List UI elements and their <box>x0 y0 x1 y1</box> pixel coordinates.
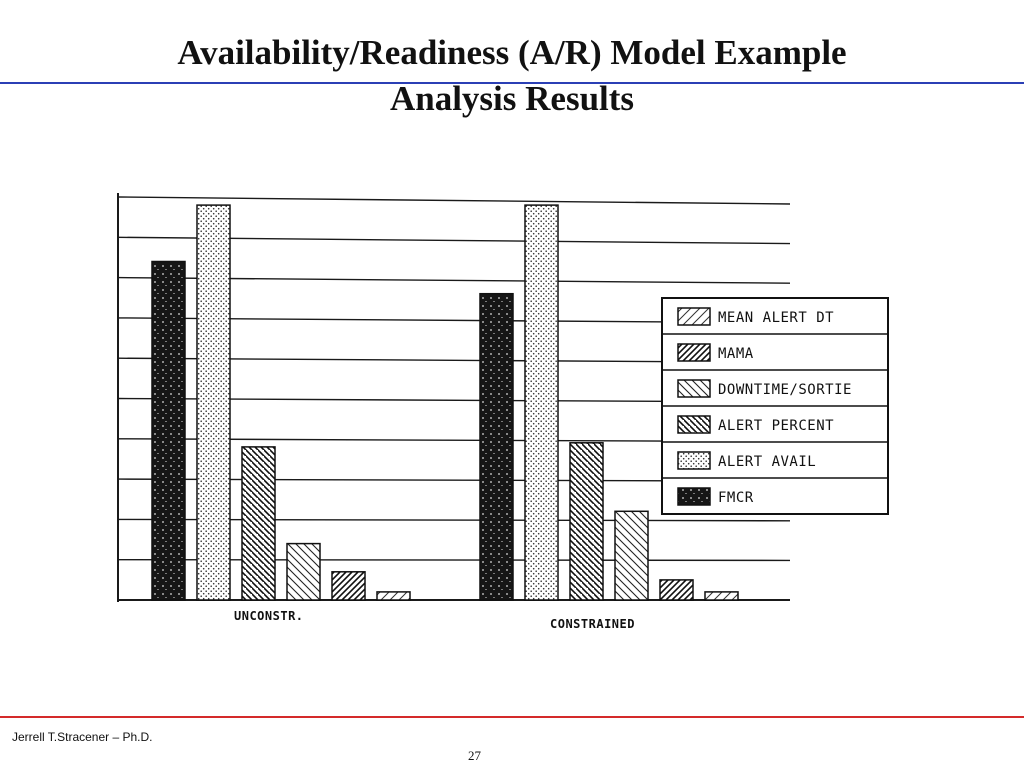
legend-label: FMCR <box>718 490 754 506</box>
category-label-1: UNCONSTR. <box>234 609 304 623</box>
chart-category-labels: UNCONSTR. CONSTRAINED <box>234 609 635 631</box>
legend-swatch <box>677 307 711 326</box>
page-number: 27 <box>468 748 481 763</box>
bar-mean-alert-dt-1 <box>376 591 411 601</box>
bar-alert-percent-1 <box>241 446 276 601</box>
chart-gridline <box>117 196 791 205</box>
legend-label: ALERT AVAIL <box>718 454 816 470</box>
legend-label: ALERT PERCENT <box>718 418 834 434</box>
bar-downtime-sortie-2 <box>614 510 649 601</box>
legend-swatch <box>677 415 711 434</box>
bar-downtime-sortie-1 <box>286 542 321 601</box>
legend-swatch <box>677 379 711 398</box>
legend-swatch <box>677 343 711 362</box>
bar-mean-alert-dt-2 <box>704 591 739 601</box>
bar-alert-avail-1 <box>196 204 231 601</box>
author-credit: Jerrell T.Stracener – Ph.D. <box>12 730 153 744</box>
legend-swatch <box>677 487 711 506</box>
footer-divider <box>0 716 1024 718</box>
bar-fmcr-2 <box>479 292 514 601</box>
title-divider <box>0 82 1024 84</box>
bar-alert-avail-2 <box>524 204 559 601</box>
slide-title-line-2: Analysis Results <box>389 79 635 118</box>
slide-title-line-1: Availability/Readiness (A/R) Model Examp… <box>177 33 847 72</box>
legend-label: DOWNTIME/SORTIE <box>718 382 852 398</box>
legend-label: MEAN ALERT DT <box>718 310 834 326</box>
legend-swatch <box>677 451 711 470</box>
bar-mama-2 <box>659 579 694 601</box>
category-label-2: CONSTRAINED <box>550 617 635 631</box>
chart-bars <box>151 204 739 601</box>
chart-legend: MEAN ALERT DT MAMA DOWNTIME/SORTIE ALERT PE… <box>661 297 889 515</box>
bar-alert-percent-2 <box>569 442 604 601</box>
legend-label: MAMA <box>718 346 754 362</box>
bar-fmcr-1 <box>151 260 186 601</box>
bar-mama-1 <box>331 571 366 601</box>
slide-title: Availability/Readiness (A/R) Model Examp… <box>0 30 1024 122</box>
